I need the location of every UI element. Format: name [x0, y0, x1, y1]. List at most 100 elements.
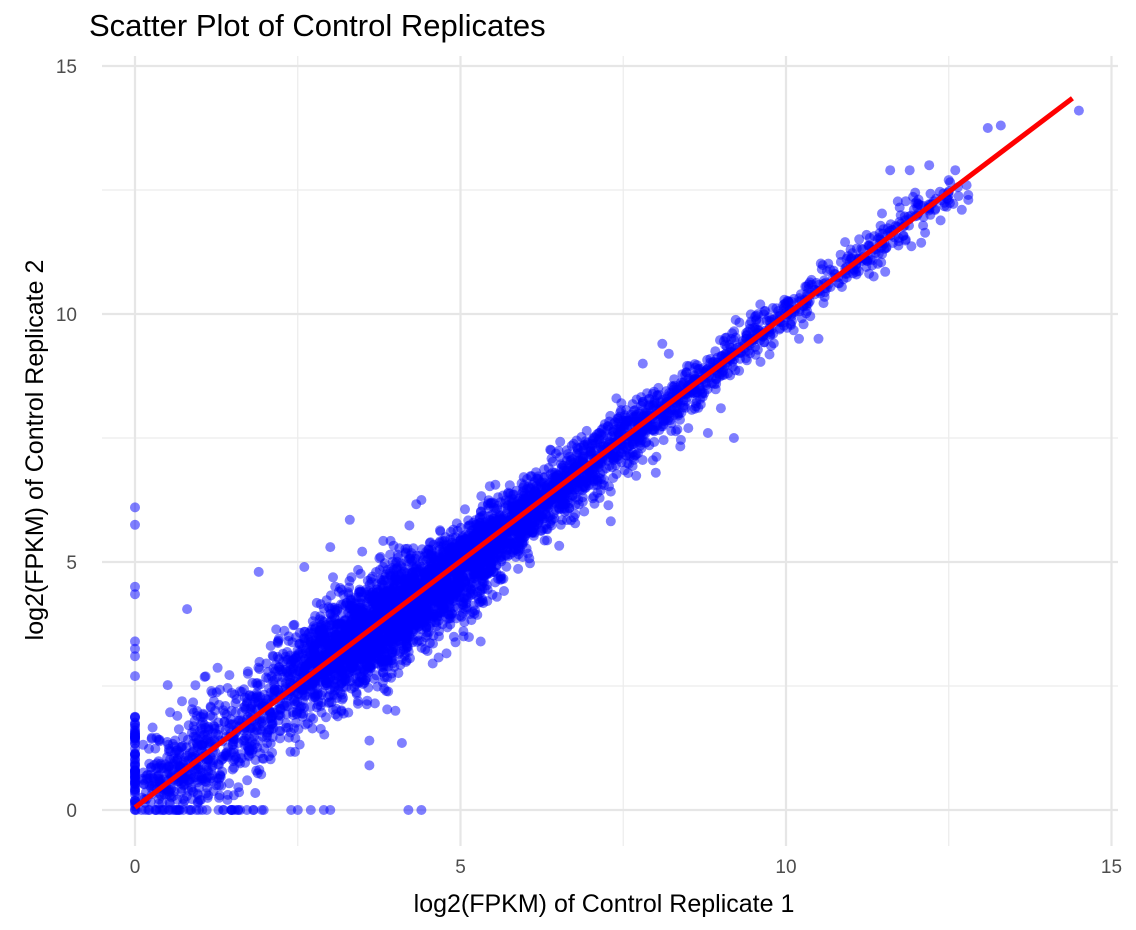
data-point: [880, 266, 891, 277]
data-point: [130, 519, 140, 530]
data-point: [605, 486, 616, 497]
data-point: [811, 277, 822, 288]
data-point: [352, 698, 363, 709]
data-point: [447, 547, 458, 558]
data-point: [369, 698, 380, 709]
data-point: [336, 584, 347, 595]
data-point: [224, 670, 235, 681]
data-point: [805, 311, 816, 322]
data-point: [172, 745, 183, 755]
data-point: [362, 695, 373, 706]
data-point: [445, 610, 456, 621]
data-point: [411, 499, 422, 510]
data-point: [220, 748, 231, 759]
data-point: [925, 188, 936, 199]
data-point: [535, 481, 546, 492]
data-point: [130, 643, 140, 654]
data-point: [195, 795, 206, 805]
data-point: [153, 734, 164, 745]
data-point: [351, 689, 362, 699]
data-point: [382, 704, 393, 715]
data-point: [364, 760, 375, 771]
data-point: [252, 768, 263, 779]
data-point: [906, 241, 917, 252]
data-point: [872, 258, 883, 269]
data-point: [278, 648, 288, 659]
data-point: [450, 637, 461, 648]
data-point: [672, 424, 683, 435]
data-point: [155, 775, 166, 785]
data-point: [948, 198, 959, 209]
data-point: [621, 450, 632, 461]
data-point: [514, 521, 524, 532]
data-point: [546, 453, 557, 464]
data-point: [631, 470, 642, 481]
data-point: [400, 657, 411, 667]
data-point: [663, 348, 674, 359]
data-point: [227, 740, 238, 750]
data-point: [877, 249, 888, 260]
data-point: [273, 635, 284, 646]
data-point: [611, 393, 622, 404]
data-point: [416, 805, 427, 815]
data-point: [579, 506, 590, 517]
data-point: [325, 590, 336, 601]
data-point: [130, 581, 140, 592]
data-point: [242, 775, 253, 786]
data-point: [636, 392, 647, 403]
data-point: [355, 568, 366, 579]
data-point: [473, 593, 484, 604]
data-point: [374, 553, 385, 564]
data-point: [458, 603, 469, 614]
data-point: [441, 648, 452, 659]
data-point: [904, 165, 915, 176]
data-point: [945, 177, 956, 188]
data-point: [404, 520, 415, 531]
data-point: [545, 445, 556, 456]
data-point: [318, 616, 329, 627]
data-point: [734, 365, 745, 376]
data-point: [300, 663, 311, 674]
data-point: [233, 782, 244, 793]
data-point: [900, 196, 911, 207]
data-point: [935, 215, 946, 226]
data-point: [483, 498, 494, 509]
data-point: [605, 410, 616, 421]
data-point: [477, 510, 488, 521]
data-point: [160, 759, 171, 770]
data-point: [651, 451, 662, 462]
data-point: [138, 778, 149, 789]
data-point: [435, 525, 445, 536]
data-point: [525, 471, 536, 482]
data-point: [542, 535, 553, 546]
data-point: [357, 546, 368, 557]
data-point: [423, 604, 434, 615]
data-point: [317, 634, 328, 645]
data-point: [211, 728, 221, 739]
data-point: [877, 208, 887, 219]
data-point: [541, 524, 552, 534]
data-point: [130, 651, 140, 662]
data-point: [238, 735, 249, 746]
grid-lines: [102, 56, 1118, 846]
data-point: [723, 368, 733, 379]
data-point: [296, 708, 307, 719]
data-point: [710, 384, 721, 395]
data-point: [916, 237, 927, 248]
data-point: [455, 582, 466, 593]
data-point: [376, 650, 387, 660]
data-point: [315, 723, 326, 734]
data-point: [412, 636, 422, 647]
data-point: [995, 120, 1006, 131]
data-point: [963, 194, 974, 205]
data-point: [603, 500, 614, 511]
data-point: [771, 303, 782, 314]
data-point: [571, 435, 582, 446]
data-point: [924, 160, 935, 171]
data-point: [841, 272, 852, 283]
data-point: [768, 338, 779, 349]
data-point: [854, 234, 865, 245]
data-point: [538, 472, 549, 483]
data-point: [271, 624, 282, 635]
